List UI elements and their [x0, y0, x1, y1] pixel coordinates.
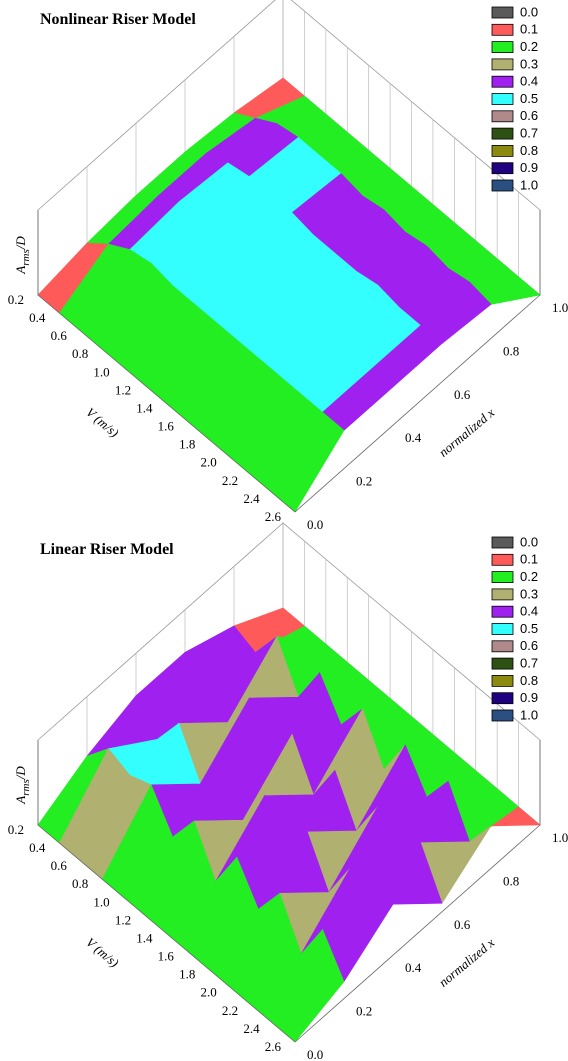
y-axis-label: V (m/s) [83, 934, 122, 970]
legend-swatch [492, 111, 513, 122]
x-tick-label: 0.4 [405, 960, 422, 975]
z-label-sub: rms [20, 779, 32, 796]
legend-label: 0.7 [520, 656, 538, 671]
legend-swatch [492, 693, 513, 704]
y-tick-label: 0.2 [8, 292, 24, 307]
x-tick-label: 0.4 [405, 430, 422, 445]
legend-label: 0.4 [520, 74, 538, 89]
legend-swatch [492, 710, 513, 721]
legend-swatch [492, 76, 513, 87]
z-label-sub: rms [20, 249, 32, 266]
y-tick-label: 2.6 [265, 1039, 282, 1054]
y-tick-label: 1.6 [158, 949, 175, 964]
legend-label: 0.3 [520, 56, 538, 71]
z-label-tail: /D [13, 236, 28, 251]
y-tick-label: 0.8 [72, 876, 88, 891]
legend-label: 0.9 [520, 690, 538, 705]
x-tick-label: 0.0 [307, 1047, 323, 1061]
y-tick-label: 2.0 [201, 455, 217, 470]
legend-label: 1.0 [520, 177, 538, 192]
x-tick-label: 0.2 [356, 1004, 372, 1019]
legend-swatch [492, 641, 513, 652]
legend-label: 0.2 [520, 569, 538, 584]
legend-label: 1.0 [520, 707, 538, 722]
legend-swatch [492, 128, 513, 139]
z-axis-label: Arms/D [13, 236, 32, 275]
legend-swatch [492, 624, 513, 635]
y-tick-label: 0.8 [72, 346, 88, 361]
z-label-tail: /D [13, 766, 28, 781]
legend-label: 0.9 [520, 160, 538, 175]
legend-swatch [492, 7, 513, 18]
y-tick-label: 2.0 [201, 985, 217, 1000]
legend-swatch [492, 606, 513, 617]
x-tick-label: 0.8 [503, 873, 519, 888]
x-tick-label: 1.0 [552, 830, 568, 845]
legend-swatch [492, 180, 513, 191]
x-axis-label: normalized x [436, 935, 498, 990]
y-tick-label: 2.4 [243, 1021, 260, 1036]
legend-label: 0.6 [520, 108, 538, 123]
legend-swatch [492, 145, 513, 156]
y-tick-label: 1.0 [93, 894, 109, 909]
legend-swatch [492, 589, 513, 600]
y-tick-label: 0.4 [29, 310, 46, 325]
y-tick-label: 2.6 [265, 509, 282, 524]
legend-swatch [492, 24, 513, 35]
y-tick-label: 1.8 [179, 437, 195, 452]
y-tick-label: 1.2 [115, 912, 131, 927]
legend-label: 0.1 [520, 552, 538, 567]
legend-label: 0.3 [520, 586, 538, 601]
y-tick-label: 2.2 [222, 1003, 238, 1018]
legend-swatch [492, 163, 513, 174]
y-tick-label: 2.4 [243, 491, 260, 506]
legend-swatch [492, 554, 513, 565]
x-tick-label: 0.8 [503, 343, 519, 358]
y-tick-label: 1.0 [93, 364, 109, 379]
y-tick-label: 1.4 [136, 400, 153, 415]
legend-label: 0.5 [520, 91, 538, 106]
y-tick-label: 1.8 [179, 967, 195, 982]
chart-title: Linear Riser Model [40, 541, 174, 558]
y-tick-label: 0.4 [29, 840, 46, 855]
legend-swatch [492, 537, 513, 548]
legend-swatch [492, 42, 513, 53]
x-axis-label: normalized x [436, 405, 498, 460]
x-tick-label: 0.2 [356, 474, 372, 489]
page: 0.2 0.4 0.6 0.8 1.0 1.2 1.4 1.6 1.8 2.0 2.2 2.4 2.6 0… [0, 0, 568, 1061]
z-axis-label: Arms/D [13, 766, 32, 805]
y-tick-label: 1.6 [158, 419, 175, 434]
y-tick-label: 0.6 [51, 858, 68, 873]
legend-swatch [492, 572, 513, 583]
legend-swatch [492, 658, 513, 669]
chart-title: Nonlinear Riser Model [40, 11, 196, 28]
legend-label: 0.0 [520, 4, 538, 19]
y-tick-label: 1.2 [115, 382, 131, 397]
legend-label: 0.0 [520, 534, 538, 549]
legend-swatch [492, 94, 513, 105]
y-tick-label: 0.6 [51, 328, 68, 343]
legend-label: 0.8 [520, 143, 538, 158]
legend-label: 0.8 [520, 673, 538, 688]
legend-label: 0.1 [520, 22, 538, 37]
z-label-base: A [13, 266, 28, 275]
legend-label: 0.7 [520, 126, 538, 141]
x-tick-label: 0.6 [454, 917, 471, 932]
chart: 0.2 0.4 0.6 0.8 1.0 1.2 1.4 1.6 1.8 2.0 2.2 2.4 2.6 0… [0, 0, 568, 1061]
x-tick-label: 0.0 [307, 517, 323, 532]
y-tick-label: 2.2 [222, 473, 238, 488]
x-tick-label: 0.6 [454, 387, 471, 402]
z-label-base: A [13, 796, 28, 805]
y-tick-label: 0.2 [8, 822, 24, 837]
legend-label: 0.6 [520, 638, 538, 653]
y-tick-label: 1.4 [136, 930, 153, 945]
legend-label: 0.4 [520, 604, 538, 619]
legend-label: 0.2 [520, 39, 538, 54]
y-axis-label: V (m/s) [83, 404, 122, 440]
x-tick-label: 1.0 [552, 300, 568, 315]
legend-swatch [492, 59, 513, 70]
legend-swatch [492, 675, 513, 686]
legend-label: 0.5 [520, 621, 538, 636]
